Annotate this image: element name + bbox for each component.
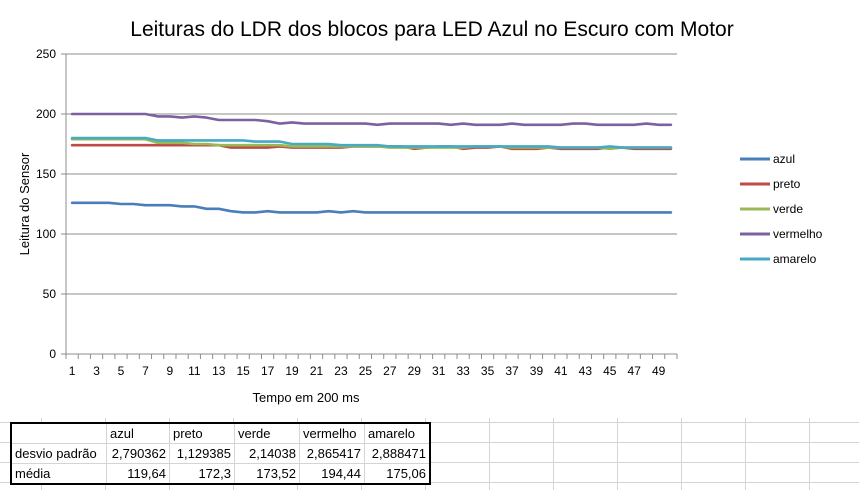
x-tick-label: 37 <box>505 364 519 378</box>
x-axis-title: Tempo em 200 ms <box>253 390 360 405</box>
x-tick-label: 3 <box>93 364 100 378</box>
stats-cell[interactable]: 172,3 <box>169 463 235 484</box>
spreadsheet-area: azul preto verde vermelho amarelo desvio… <box>0 418 859 490</box>
x-tick-label: 41 <box>554 364 568 378</box>
y-tick-label: 200 <box>36 107 56 121</box>
legend-label: azul <box>773 152 795 166</box>
stats-header-cell[interactable]: azul <box>106 422 170 444</box>
chart-title: Leituras do LDR dos blocos para LED Azul… <box>130 18 733 41</box>
y-axis-title: Leitura do Sensor <box>17 152 32 255</box>
chart-area: Leituras do LDR dos blocos para LED Azul… <box>17 18 823 405</box>
x-tick-label: 49 <box>652 364 666 378</box>
x-tick-label: 35 <box>481 364 495 378</box>
x-tick-label: 39 <box>530 364 544 378</box>
x-tick-label: 7 <box>142 364 149 378</box>
x-tick-label: 19 <box>285 364 299 378</box>
stats-cell[interactable]: 173,52 <box>234 463 300 484</box>
stats-row-label[interactable]: desvio padrão <box>10 443 107 464</box>
stats-header-cell[interactable]: amarelo <box>364 422 430 444</box>
x-tick-label: 47 <box>628 364 642 378</box>
x-tick-label: 23 <box>334 364 348 378</box>
x-tick-label: 31 <box>432 364 446 378</box>
stats-row-std-dev: desvio padrão 2,790362 1,129385 2,14038 … <box>10 443 430 464</box>
stats-header-cell[interactable]: preto <box>169 422 235 444</box>
y-tick-label: 250 <box>36 47 56 61</box>
x-tick-label: 21 <box>310 364 324 378</box>
series-line-amarelo <box>70 136 673 149</box>
stats-cell[interactable]: 2,865417 <box>299 443 365 464</box>
legend-label: verde <box>773 202 803 216</box>
x-tick-label: 25 <box>359 364 373 378</box>
stats-table: azul preto verde vermelho amarelo desvio… <box>10 422 431 485</box>
y-tick-label: 50 <box>43 287 57 301</box>
legend-label: preto <box>773 177 801 191</box>
x-tick-label: 15 <box>237 364 251 378</box>
x-tick-label: 43 <box>579 364 593 378</box>
line-chart: Leituras do LDR dos blocos para LED Azul… <box>17 18 823 405</box>
stats-header-row: azul preto verde vermelho amarelo <box>10 422 430 444</box>
x-tick-label: 27 <box>383 364 397 378</box>
series-line-azul <box>70 201 673 214</box>
stats-cell[interactable]: 175,06 <box>364 463 430 484</box>
x-tick-label: 17 <box>261 364 275 378</box>
legend-label: vermelho <box>773 227 823 241</box>
legend-label: amarelo <box>773 252 817 266</box>
stats-row-label[interactable]: média <box>10 463 107 484</box>
x-tick-label: 29 <box>408 364 422 378</box>
stats-cell[interactable]: 2,790362 <box>106 443 170 464</box>
stats-cell[interactable]: 119,64 <box>106 463 170 484</box>
y-tick-label: 0 <box>49 347 56 361</box>
stats-header-cell[interactable]: verde <box>234 422 300 444</box>
stats-row-mean: média 119,64 172,3 173,52 194,44 175,06 <box>10 463 430 484</box>
x-tick-label: 45 <box>603 364 617 378</box>
stats-cell[interactable]: 2,14038 <box>234 443 300 464</box>
x-tick-label: 11 <box>188 364 201 378</box>
x-tick-label: 13 <box>212 364 226 378</box>
stats-corner-cell[interactable] <box>10 422 107 444</box>
stats-header-cell[interactable]: vermelho <box>299 422 365 444</box>
x-tick-label: 5 <box>118 364 125 378</box>
stats-cell[interactable]: 194,44 <box>299 463 365 484</box>
stats-cell[interactable]: 1,129385 <box>169 443 235 464</box>
stats-cell[interactable]: 2,888471 <box>364 443 430 464</box>
series-line-vermelho <box>70 112 673 127</box>
x-tick-label: 1 <box>69 364 76 378</box>
y-tick-label: 100 <box>36 227 56 241</box>
x-tick-label: 33 <box>456 364 470 378</box>
y-tick-label: 150 <box>36 167 56 181</box>
x-tick-label: 9 <box>167 364 174 378</box>
